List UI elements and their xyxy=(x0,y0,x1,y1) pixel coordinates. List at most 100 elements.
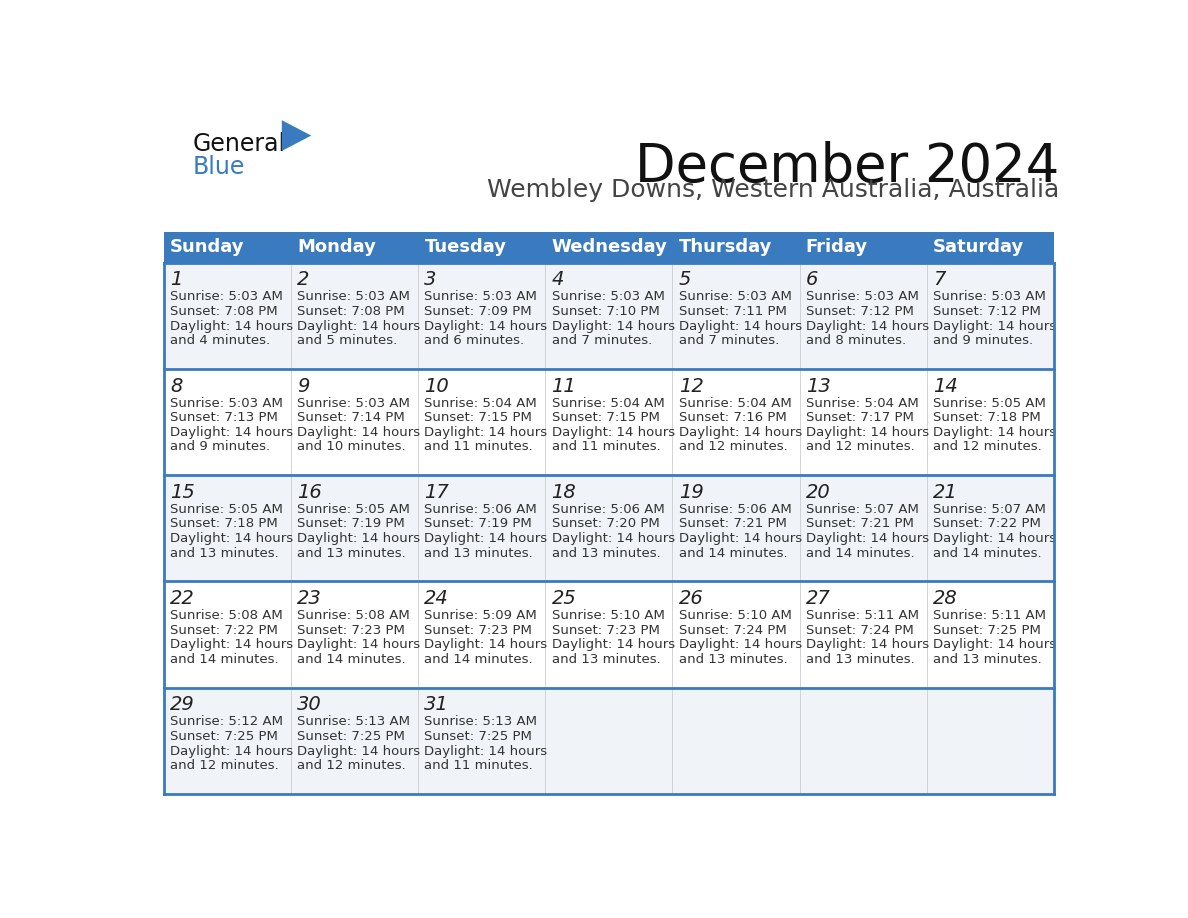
Text: Daylight: 14 hours: Daylight: 14 hours xyxy=(170,638,293,652)
Text: Daylight: 14 hours: Daylight: 14 hours xyxy=(170,744,293,757)
Text: Sunset: 7:14 PM: Sunset: 7:14 PM xyxy=(297,411,405,424)
Text: and 7 minutes.: and 7 minutes. xyxy=(551,334,652,347)
Text: Sunrise: 5:04 AM: Sunrise: 5:04 AM xyxy=(805,397,918,409)
Text: Sunset: 7:20 PM: Sunset: 7:20 PM xyxy=(551,518,659,531)
Text: Sunset: 7:12 PM: Sunset: 7:12 PM xyxy=(933,305,1041,318)
Text: 19: 19 xyxy=(678,483,703,502)
Text: Daylight: 14 hours: Daylight: 14 hours xyxy=(805,319,929,332)
Text: and 13 minutes.: and 13 minutes. xyxy=(551,547,661,560)
Text: Sunset: 7:12 PM: Sunset: 7:12 PM xyxy=(805,305,914,318)
Text: 1: 1 xyxy=(170,270,183,289)
Text: Sunrise: 5:06 AM: Sunrise: 5:06 AM xyxy=(551,503,664,516)
Text: Sunrise: 5:08 AM: Sunrise: 5:08 AM xyxy=(297,610,410,622)
Text: 16: 16 xyxy=(297,483,322,502)
Text: 13: 13 xyxy=(805,376,830,396)
Text: Monday: Monday xyxy=(297,238,377,256)
Text: and 14 minutes.: and 14 minutes. xyxy=(297,653,406,666)
Text: Sunrise: 5:05 AM: Sunrise: 5:05 AM xyxy=(170,503,283,516)
Text: 5: 5 xyxy=(678,270,691,289)
Text: Sunset: 7:13 PM: Sunset: 7:13 PM xyxy=(170,411,278,424)
Text: Sunrise: 5:06 AM: Sunrise: 5:06 AM xyxy=(678,503,791,516)
Text: 23: 23 xyxy=(297,589,322,608)
Text: and 8 minutes.: and 8 minutes. xyxy=(805,334,905,347)
Text: and 14 minutes.: and 14 minutes. xyxy=(170,653,279,666)
Text: Sunday: Sunday xyxy=(170,238,245,256)
Polygon shape xyxy=(282,120,311,151)
Text: Sunset: 7:18 PM: Sunset: 7:18 PM xyxy=(170,518,278,531)
Text: Sunset: 7:22 PM: Sunset: 7:22 PM xyxy=(933,518,1041,531)
Text: Sunset: 7:16 PM: Sunset: 7:16 PM xyxy=(678,411,786,424)
Text: 30: 30 xyxy=(297,695,322,714)
Text: Sunrise: 5:11 AM: Sunrise: 5:11 AM xyxy=(933,610,1045,622)
Text: Sunset: 7:25 PM: Sunset: 7:25 PM xyxy=(297,730,405,743)
Text: and 12 minutes.: and 12 minutes. xyxy=(170,759,279,772)
Text: Sunset: 7:15 PM: Sunset: 7:15 PM xyxy=(551,411,659,424)
Text: Friday: Friday xyxy=(805,238,867,256)
Text: Daylight: 14 hours: Daylight: 14 hours xyxy=(297,319,421,332)
Bar xyxy=(164,581,1054,688)
Text: Thursday: Thursday xyxy=(678,238,772,256)
Text: Sunset: 7:23 PM: Sunset: 7:23 PM xyxy=(551,623,659,637)
Text: Sunset: 7:10 PM: Sunset: 7:10 PM xyxy=(551,305,659,318)
Text: Daylight: 14 hours: Daylight: 14 hours xyxy=(170,319,293,332)
Text: Daylight: 14 hours: Daylight: 14 hours xyxy=(933,532,1056,545)
Text: 17: 17 xyxy=(424,483,449,502)
Text: Sunrise: 5:06 AM: Sunrise: 5:06 AM xyxy=(424,503,537,516)
Text: Daylight: 14 hours: Daylight: 14 hours xyxy=(297,426,421,439)
Text: and 13 minutes.: and 13 minutes. xyxy=(551,653,661,666)
Text: Sunrise: 5:10 AM: Sunrise: 5:10 AM xyxy=(678,610,791,622)
Text: Sunrise: 5:09 AM: Sunrise: 5:09 AM xyxy=(424,610,537,622)
Text: Daylight: 14 hours: Daylight: 14 hours xyxy=(424,638,548,652)
Text: and 13 minutes.: and 13 minutes. xyxy=(297,547,406,560)
Text: and 11 minutes.: and 11 minutes. xyxy=(551,441,661,453)
Text: Sunrise: 5:03 AM: Sunrise: 5:03 AM xyxy=(170,290,283,303)
Text: and 11 minutes.: and 11 minutes. xyxy=(424,759,533,772)
Text: Sunset: 7:25 PM: Sunset: 7:25 PM xyxy=(170,730,278,743)
Text: Daylight: 14 hours: Daylight: 14 hours xyxy=(678,532,802,545)
Text: 20: 20 xyxy=(805,483,830,502)
Bar xyxy=(164,476,1054,581)
Text: 22: 22 xyxy=(170,589,195,608)
Text: Daylight: 14 hours: Daylight: 14 hours xyxy=(551,638,675,652)
Text: Daylight: 14 hours: Daylight: 14 hours xyxy=(805,426,929,439)
Text: Daylight: 14 hours: Daylight: 14 hours xyxy=(424,319,548,332)
Text: Sunset: 7:25 PM: Sunset: 7:25 PM xyxy=(424,730,532,743)
Text: and 12 minutes.: and 12 minutes. xyxy=(805,441,915,453)
Text: Daylight: 14 hours: Daylight: 14 hours xyxy=(678,638,802,652)
Text: 11: 11 xyxy=(551,376,576,396)
Text: Daylight: 14 hours: Daylight: 14 hours xyxy=(551,532,675,545)
Text: Daylight: 14 hours: Daylight: 14 hours xyxy=(551,319,675,332)
Text: and 4 minutes.: and 4 minutes. xyxy=(170,334,271,347)
Text: and 10 minutes.: and 10 minutes. xyxy=(297,441,406,453)
Bar xyxy=(164,688,1054,794)
Text: and 14 minutes.: and 14 minutes. xyxy=(805,547,915,560)
Text: 15: 15 xyxy=(170,483,195,502)
Text: Daylight: 14 hours: Daylight: 14 hours xyxy=(678,426,802,439)
Text: Sunrise: 5:10 AM: Sunrise: 5:10 AM xyxy=(551,610,664,622)
Text: Daylight: 14 hours: Daylight: 14 hours xyxy=(297,532,421,545)
Text: Daylight: 14 hours: Daylight: 14 hours xyxy=(170,426,293,439)
Text: 12: 12 xyxy=(678,376,703,396)
Text: Tuesday: Tuesday xyxy=(424,238,506,256)
Text: Daylight: 14 hours: Daylight: 14 hours xyxy=(297,744,421,757)
Text: Sunrise: 5:03 AM: Sunrise: 5:03 AM xyxy=(678,290,791,303)
Text: Sunset: 7:23 PM: Sunset: 7:23 PM xyxy=(424,623,532,637)
Text: Sunrise: 5:03 AM: Sunrise: 5:03 AM xyxy=(805,290,918,303)
Text: Daylight: 14 hours: Daylight: 14 hours xyxy=(424,532,548,545)
Text: Daylight: 14 hours: Daylight: 14 hours xyxy=(933,319,1056,332)
Text: and 6 minutes.: and 6 minutes. xyxy=(424,334,525,347)
Text: Sunrise: 5:03 AM: Sunrise: 5:03 AM xyxy=(297,290,410,303)
Text: 14: 14 xyxy=(933,376,958,396)
Text: Sunrise: 5:13 AM: Sunrise: 5:13 AM xyxy=(424,715,537,728)
Text: Sunrise: 5:03 AM: Sunrise: 5:03 AM xyxy=(933,290,1045,303)
Text: 25: 25 xyxy=(551,589,576,608)
Text: 29: 29 xyxy=(170,695,195,714)
Text: Sunset: 7:25 PM: Sunset: 7:25 PM xyxy=(933,623,1041,637)
Text: 4: 4 xyxy=(551,270,564,289)
Text: Sunrise: 5:07 AM: Sunrise: 5:07 AM xyxy=(933,503,1045,516)
Bar xyxy=(164,369,1054,476)
Text: Sunset: 7:17 PM: Sunset: 7:17 PM xyxy=(805,411,914,424)
Text: 6: 6 xyxy=(805,270,819,289)
Text: Sunset: 7:09 PM: Sunset: 7:09 PM xyxy=(424,305,532,318)
Text: 21: 21 xyxy=(933,483,958,502)
